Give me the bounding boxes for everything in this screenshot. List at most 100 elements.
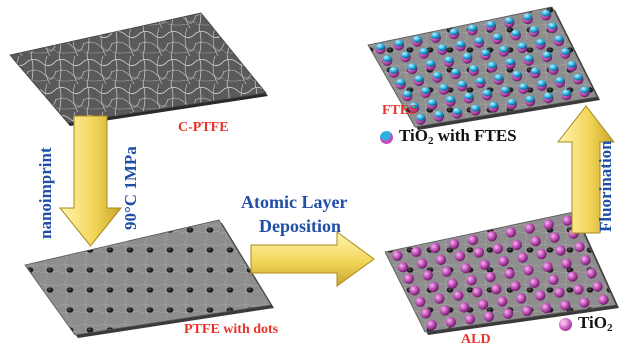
fluorination-text: Fluorination xyxy=(596,140,615,232)
tio2-sphere xyxy=(561,258,572,269)
ftes-cap xyxy=(394,39,404,47)
ftes-cap xyxy=(437,44,447,52)
ftes-cap xyxy=(449,28,459,36)
ftes-cap xyxy=(401,51,411,59)
tio2-sphere xyxy=(448,238,460,250)
tio2-sphere xyxy=(403,273,414,285)
ftes-cap xyxy=(427,99,437,106)
ftes-cap xyxy=(450,68,461,76)
ftes-surface xyxy=(367,6,600,130)
tio2-sphere xyxy=(511,239,522,251)
tio2-sphere xyxy=(486,231,498,242)
ftes-cap xyxy=(421,87,431,94)
ftes-cap xyxy=(543,92,553,100)
tio2-sphere xyxy=(466,275,477,286)
tio2-sphere xyxy=(429,242,441,254)
tio2-sphere xyxy=(523,265,534,276)
ftes-cap xyxy=(548,64,559,71)
legend-ftes: TiO2 with FTES xyxy=(380,127,517,147)
legend-tio2-text: TiO2 xyxy=(578,313,613,334)
tio2-sphere xyxy=(416,258,428,269)
tio2-sphere xyxy=(567,271,578,282)
ftes-cap xyxy=(573,73,583,81)
tio2-sphere xyxy=(479,259,490,270)
tio2-sphere xyxy=(530,236,541,247)
ftes-cap xyxy=(445,95,456,103)
tio2-sphere xyxy=(535,290,546,301)
tio2-sphere xyxy=(420,308,432,319)
ftes-cap xyxy=(504,17,514,24)
tio2-sphere xyxy=(542,261,553,273)
tio2-sphere xyxy=(560,300,571,311)
ftes-capped-spheres xyxy=(375,9,590,125)
ald-label: ALD xyxy=(461,332,491,347)
ftes-cap xyxy=(535,38,546,46)
ftes-cap xyxy=(487,61,497,69)
tio2-sphere xyxy=(510,280,521,292)
tio2-sphere xyxy=(502,308,514,319)
ftes-cap xyxy=(567,60,577,68)
ftes-cap xyxy=(407,63,417,71)
tio2-sphere xyxy=(453,290,464,301)
ald-arrow xyxy=(250,231,375,287)
ftes-cap xyxy=(462,52,472,60)
tio2-sphere xyxy=(415,296,426,308)
tio2-sphere xyxy=(498,255,509,267)
tio2-sphere xyxy=(460,262,471,274)
ftes-cap xyxy=(529,26,539,33)
ftes-cap xyxy=(456,40,466,48)
ftes-cap xyxy=(434,110,444,118)
cptfe-surface xyxy=(9,12,268,126)
ftes-cap xyxy=(432,71,442,79)
ftes-cap xyxy=(439,83,449,91)
ftes-cap xyxy=(517,42,527,50)
dots-label: PTFE with dots xyxy=(184,322,279,337)
tio2-sphere xyxy=(586,268,597,279)
tio2-sphere xyxy=(521,305,533,317)
tio2-sphere xyxy=(541,302,552,314)
tio2-sphere xyxy=(491,283,502,295)
tio2-sphere xyxy=(496,296,508,307)
ftes-cap xyxy=(474,37,484,44)
ald-step-line2: Deposition xyxy=(259,216,342,236)
ftes-cap xyxy=(431,32,441,39)
ftes-label: FTES xyxy=(382,103,418,118)
ftes-cap xyxy=(555,76,565,84)
tio2-sphere xyxy=(483,311,495,322)
tio2-sphere xyxy=(536,248,547,260)
tio2-sphere xyxy=(492,243,503,254)
tio2-sphere xyxy=(397,262,409,273)
ftes-cap xyxy=(382,55,392,62)
ftes-cap xyxy=(469,65,479,72)
ftes-cap xyxy=(512,70,522,78)
legend-tio2: TiO2 xyxy=(559,314,612,334)
tio2-sphere xyxy=(573,284,584,295)
ftes-cap xyxy=(375,43,386,51)
tio2-sphere xyxy=(445,316,456,328)
tio2-sphere xyxy=(516,293,527,304)
ftes-cap xyxy=(489,101,499,109)
ftes-cap xyxy=(511,29,521,37)
tio2-sphere xyxy=(505,227,516,238)
nanoimprint-condition: 90°C 1MPa xyxy=(121,146,140,230)
ftes-cap xyxy=(505,58,516,66)
tio2-sphere xyxy=(562,215,573,226)
tio2-sphere xyxy=(574,241,585,253)
ftes-cap xyxy=(444,56,454,64)
tio2-sphere xyxy=(428,281,439,293)
cptfe-label: C-PTFE xyxy=(178,120,229,135)
ftes-cap xyxy=(541,9,551,17)
tio2-sphere xyxy=(485,271,496,283)
ftes-cap xyxy=(389,66,399,74)
ftes-cap xyxy=(486,20,496,28)
ftes-cap xyxy=(499,45,509,53)
ftes-cap xyxy=(537,80,547,87)
tio2-sphere xyxy=(447,278,458,289)
ftes-sphere-icon xyxy=(380,130,393,144)
ald-surface xyxy=(384,211,619,335)
tio2-spheres xyxy=(392,215,609,331)
tio2-sphere xyxy=(477,299,489,310)
tio2-sphere xyxy=(467,234,479,246)
tio2-sphere xyxy=(411,246,422,258)
